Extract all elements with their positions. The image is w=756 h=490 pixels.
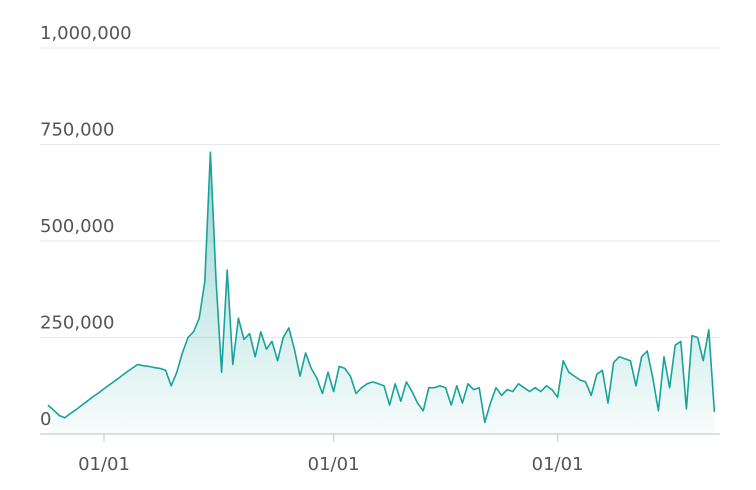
- area-fill: [48, 152, 715, 434]
- x-tick-label: 01/01: [78, 454, 130, 475]
- y-tick-label: 0: [40, 409, 51, 430]
- line: [47, 151, 716, 424]
- y-tick-label: 250,000: [40, 313, 114, 334]
- y-tick-label: 500,000: [40, 216, 114, 237]
- y-tick-label: 750,000: [40, 120, 114, 141]
- y-tick-label: 1,000,000: [40, 23, 132, 44]
- x-tick-label: 01/01: [308, 454, 360, 475]
- x-tick-label: 01/01: [532, 454, 584, 475]
